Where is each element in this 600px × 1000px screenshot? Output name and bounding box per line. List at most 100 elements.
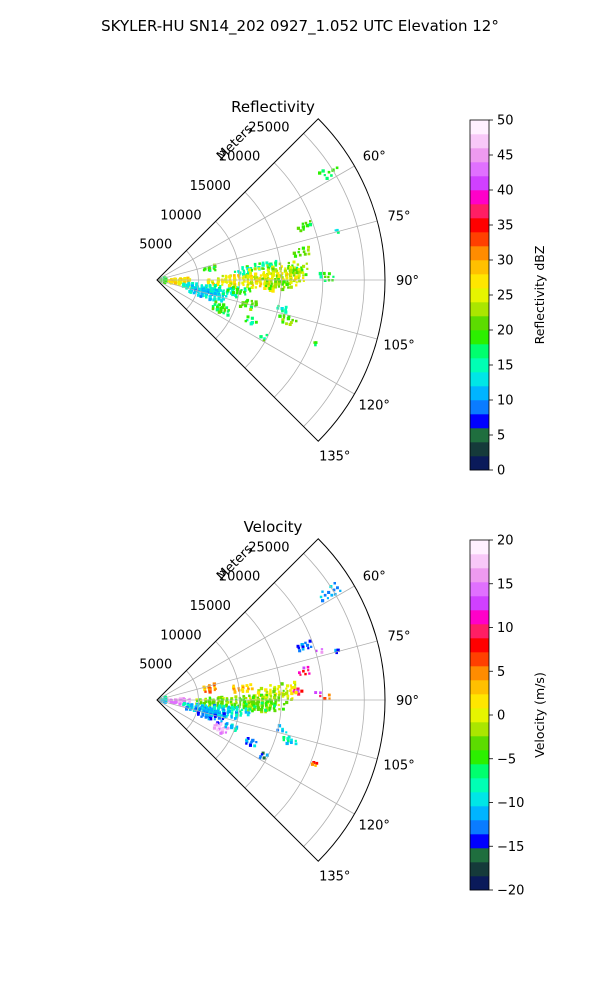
reflectivity-echo-gate [271,289,275,293]
velocity-echo-cluster [315,648,324,654]
reflectivity-colorbar-swatch [470,330,489,345]
reflectivity-echo-gate [192,291,196,295]
velocity-echo-gate [213,688,216,692]
reflectivity-echo-cluster [259,333,268,342]
velocity-echo-gate [268,706,272,710]
velocity-echo-gate [277,696,281,699]
velocity-echo-gate [230,712,233,715]
reflectivity-echo-gate [237,283,241,286]
reflectivity-echo-gate [296,263,300,266]
reflectivity-echo-gate [245,300,249,304]
velocity-echo-gate [256,708,260,711]
reflectivity-colorbar-tick-label: 0 [497,464,505,479]
velocity-echo-gate [244,707,248,711]
velocity-echo-gate [256,696,260,700]
reflectivity-echo-cluster [313,341,318,347]
velocity-colorbar-swatch [470,694,489,709]
velocity-echo-gate [269,692,272,696]
reflectivity-echo-gate [280,307,284,311]
velocity-echo-gate [321,599,325,603]
velocity-echo-gate [282,692,286,697]
reflectivity-echo-gate [297,274,301,278]
velocity-colorbar-swatch [470,792,489,807]
velocity-echo-gate [233,704,236,707]
reflectivity-echo-gate [250,316,254,320]
reflectivity-echo-gate [237,274,240,277]
velocity-echo-gate [233,702,237,706]
reflectivity-echo-gate [225,306,229,309]
velocity-echo-gate [261,704,264,707]
velocity-echo-gate [207,718,210,721]
reflectivity-echo-gate [228,279,232,283]
velocity-echo-gate [297,646,301,650]
velocity-echo-gate [226,711,230,715]
reflectivity-echo-gate [278,314,282,318]
velocity-echo-gate [257,706,260,709]
reflectivity-echo-gate [201,294,204,298]
velocity-panel: Velocity Meters 500010000150002000025000… [139,518,547,899]
reflectivity-echo-gate [230,291,234,295]
velocity-echo-gate [282,707,285,711]
velocity-echo-gate [246,708,250,712]
reflectivity-colorbar-swatch [470,386,489,401]
velocity-colorbar-swatch [470,876,489,891]
reflectivity-echo-gate [266,277,270,280]
reflectivity-echo-gate [284,310,288,314]
reflectivity-echo-gate [285,276,289,280]
reflectivity-echo-gate [196,290,200,294]
reflectivity-echo-gate [221,290,225,293]
velocity-echo-gate [274,700,277,703]
velocity-echo-gate [307,669,310,672]
reflectivity-echo-cluster [318,271,335,282]
velocity-echo-gate [225,728,229,731]
velocity-echo-gate [336,648,340,652]
velocity-azimuth-spoke [156,585,355,701]
velocity-echo-gate [268,704,272,708]
reflectivity-echo-gate [307,245,310,249]
reflectivity-echo-gate [197,292,200,295]
reflectivity-colorbar-tick-label: 10 [497,394,514,409]
velocity-echo-gate [192,709,196,712]
reflectivity-colorbar-swatch [470,176,489,191]
velocity-echo-gate [253,744,257,748]
velocity-echo-gate [247,702,251,705]
reflectivity-echo-gate [289,278,293,281]
velocity-echo-gate [270,702,273,706]
reflectivity-echo-gate [231,289,235,292]
velocity-echo-gate [314,691,318,694]
velocity-echo-cluster [323,693,331,701]
reflectivity-echo-gate [243,290,246,294]
reflectivity-echo-gate [249,271,252,275]
velocity-echo-gate [217,724,221,728]
velocity-echo-gate [233,689,237,692]
velocity-echo-gate [265,690,269,694]
reflectivity-echo-gate [253,275,256,278]
reflectivity-echo-gate [233,276,236,280]
reflectivity-echo-gate [271,267,275,271]
reflectivity-echo-gate [226,313,230,317]
reflectivity-echo-gate [324,275,327,278]
velocity-echo-gate [240,708,244,712]
reflectivity-echo-cluster [304,273,308,277]
velocity-echo-gate [296,689,300,693]
velocity-echo-gate [241,684,245,688]
reflectivity-echo-gate [291,318,294,322]
velocity-echo-gate [217,713,222,718]
velocity-echo-gate [266,694,269,697]
reflectivity-echo-gate [263,286,267,290]
velocity-echo-gate [280,682,284,686]
reflectivity-echo-gate [208,298,212,302]
reflectivity-echo-gate [334,229,337,232]
velocity-echo-gate [215,723,219,727]
velocity-colorbar-tick-label: −10 [497,796,524,811]
velocity-echo-gate [239,712,243,715]
reflectivity-echo-gate [232,291,235,295]
velocity-echo-gate [246,703,250,707]
reflectivity-echo-gate [263,274,267,278]
reflectivity-echo-gate [199,295,203,298]
reflectivity-colorbar-swatch [470,414,489,429]
velocity-echo-gate [306,665,310,669]
velocity-echo-gate [262,756,266,760]
reflectivity-azimuth-spoke [156,165,355,281]
